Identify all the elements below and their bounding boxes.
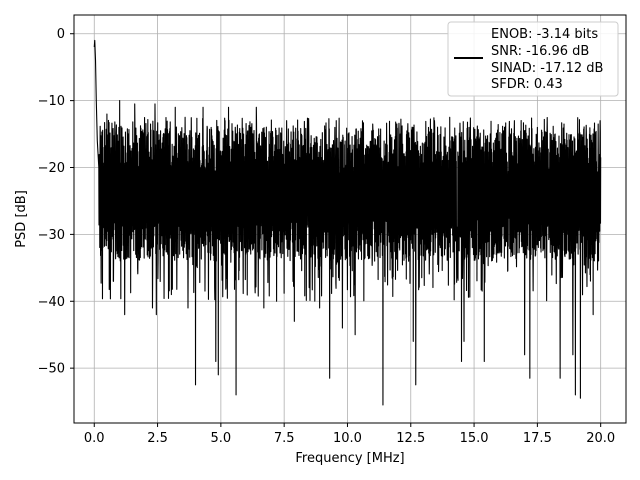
x-tick-label: 5.0	[211, 431, 232, 446]
x-tick-label: 12.5	[396, 431, 425, 446]
x-tick-label: 0.0	[84, 431, 105, 446]
y-tick-label: −50	[38, 362, 65, 377]
x-tick-label: 20.0	[586, 431, 615, 446]
y-tick-label: −20	[38, 161, 65, 176]
x-axis-label: Frequency [MHz]	[295, 451, 404, 466]
y-tick-label: −40	[38, 295, 65, 310]
legend-entry-sinad: SINAD: -17.12 dB	[491, 61, 603, 76]
y-axis-label: PSD [dB]	[14, 190, 29, 248]
legend-box	[447, 21, 619, 97]
x-tick-label: 17.5	[523, 431, 552, 446]
y-tick-label: −30	[38, 228, 65, 243]
series-layer	[93, 39, 602, 406]
y-tick-label: 0	[57, 27, 65, 42]
x-tick-label: 7.5	[274, 431, 295, 446]
psd-series-line	[93, 39, 602, 406]
legend: ENOB: -3.14 bits SNR: -16.96 dB SINAD: -…	[447, 21, 619, 97]
y-tick-label: −10	[38, 94, 65, 109]
plot-frame	[73, 14, 627, 424]
legend-entry-sfdr: SFDR: 0.43	[491, 77, 563, 92]
legend-entry-snr: SNR: -16.96 dB	[491, 44, 589, 59]
legend-entry-enob: ENOB: -3.14 bits	[491, 27, 598, 42]
axis-ticks: 0.0 2.5 5.0 7.5 10.0 12.5 15.0 17.5 20.0 0 −10 −20 −…	[38, 27, 616, 446]
x-tick-label: 15.0	[460, 431, 489, 446]
x-tick-label: 10.0	[333, 431, 362, 446]
x-tick-label: 2.5	[147, 431, 168, 446]
